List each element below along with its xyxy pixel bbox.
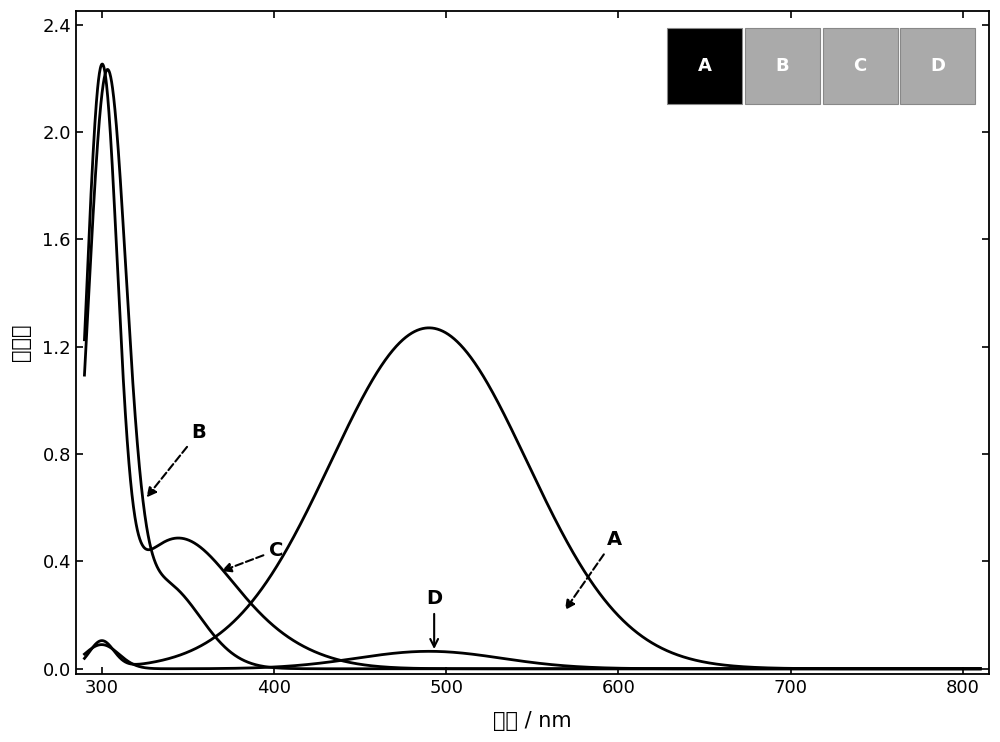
Text: D: D — [426, 589, 442, 647]
Text: B: B — [776, 57, 789, 75]
Text: C: C — [224, 541, 283, 571]
Text: D: D — [930, 57, 945, 75]
Text: A: A — [566, 531, 622, 608]
Text: A: A — [698, 57, 712, 75]
Y-axis label: 吸收値: 吸收値 — [11, 324, 31, 361]
FancyBboxPatch shape — [667, 27, 742, 104]
FancyBboxPatch shape — [823, 27, 898, 104]
FancyBboxPatch shape — [745, 27, 820, 104]
FancyBboxPatch shape — [900, 27, 975, 104]
X-axis label: 波长 / nm: 波长 / nm — [493, 711, 572, 731]
Text: C: C — [854, 57, 867, 75]
Text: B: B — [148, 423, 206, 496]
